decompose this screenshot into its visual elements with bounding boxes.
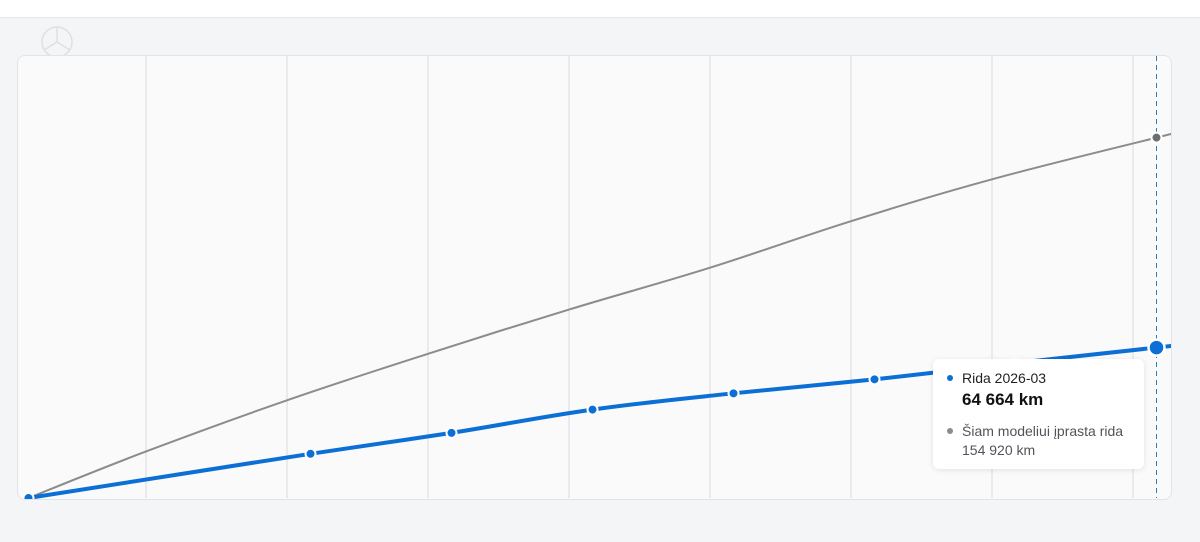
tooltip-series-label: Rida 2026-03	[962, 370, 1047, 386]
mileage-chart[interactable]: 2019 2020 2021 2022 2023 2024 2025 2026 Rida 20…	[17, 55, 1172, 500]
actual-data-point[interactable]	[22, 492, 35, 500]
actual-data-point[interactable]	[586, 403, 599, 416]
actual-data-point[interactable]	[445, 426, 458, 439]
tooltip-typical-row: Šiam modeliui įprasta rida	[947, 423, 1132, 439]
top-strip	[0, 0, 1200, 18]
typical-highlight-point[interactable]	[1150, 131, 1163, 144]
typical-mileage-line	[27, 132, 1171, 499]
chart-tooltip: Rida 2026-03 64 664 km Šiam modeliui įpr…	[933, 359, 1144, 469]
actual-data-point[interactable]	[304, 447, 317, 460]
typical-series-dot-icon	[947, 428, 953, 434]
actual-series-dot-icon	[947, 375, 953, 381]
tooltip-typical-value: 154 920 km	[962, 442, 1036, 458]
actual-data-point[interactable]	[868, 373, 881, 386]
point-layer	[22, 131, 1166, 500]
actual-highlight-point[interactable]	[1147, 338, 1166, 357]
tooltip-series-row: Rida 2026-03	[947, 370, 1132, 386]
tooltip-value: 64 664 km	[962, 390, 1044, 409]
tooltip-typical-label: Šiam modeliui įprasta rida	[962, 423, 1124, 439]
actual-data-point[interactable]	[727, 387, 740, 400]
